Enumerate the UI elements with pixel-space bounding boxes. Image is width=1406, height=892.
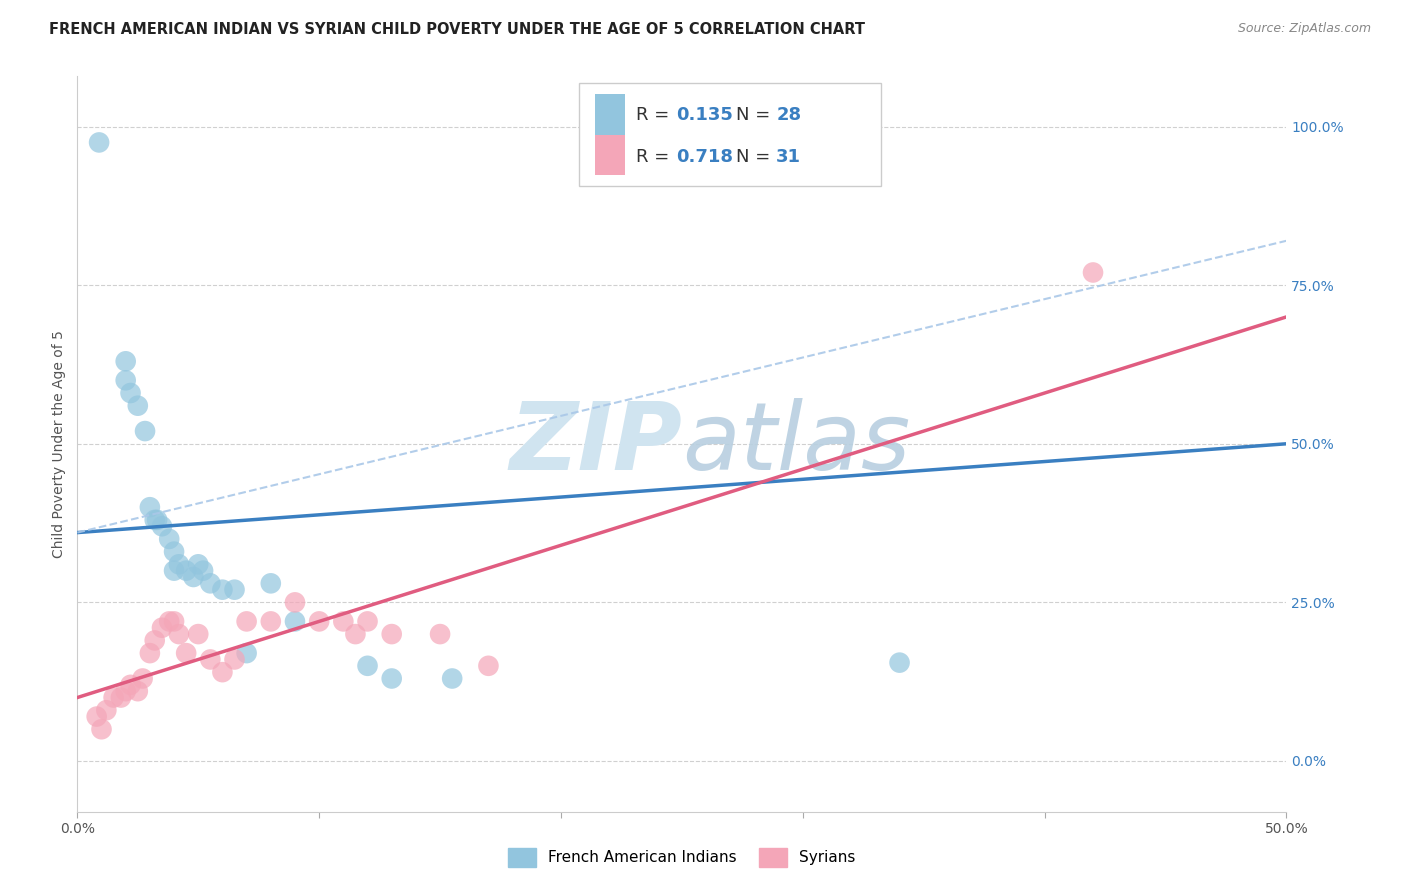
Point	[429, 627, 451, 641]
Point	[260, 576, 283, 591]
Point	[131, 672, 153, 686]
Point	[187, 627, 209, 641]
Legend: French American Indians, Syrians: French American Indians, Syrians	[508, 848, 856, 867]
Text: R =: R =	[636, 148, 675, 166]
Point	[167, 558, 190, 572]
Point	[157, 532, 180, 546]
FancyBboxPatch shape	[595, 135, 626, 175]
Point	[163, 564, 186, 578]
Y-axis label: Child Poverty Under the Age of 5: Child Poverty Under the Age of 5	[52, 330, 66, 558]
Point	[224, 582, 246, 597]
Point	[356, 615, 378, 629]
Text: Source: ZipAtlas.com: Source: ZipAtlas.com	[1237, 22, 1371, 36]
Point	[332, 615, 354, 629]
Point	[127, 399, 149, 413]
Point	[87, 136, 110, 150]
Point	[284, 615, 307, 629]
Point	[200, 576, 222, 591]
Point	[211, 665, 233, 680]
Point	[191, 564, 214, 578]
Point	[146, 513, 169, 527]
Text: FRENCH AMERICAN INDIAN VS SYRIAN CHILD POVERTY UNDER THE AGE OF 5 CORRELATION CH: FRENCH AMERICAN INDIAN VS SYRIAN CHILD P…	[49, 22, 865, 37]
FancyBboxPatch shape	[579, 83, 882, 186]
Text: 31: 31	[776, 148, 801, 166]
Text: 28: 28	[776, 106, 801, 124]
Point	[86, 709, 108, 723]
Point	[157, 615, 180, 629]
Point	[174, 564, 197, 578]
Point	[235, 646, 257, 660]
Point	[174, 646, 197, 660]
Point	[114, 684, 136, 698]
Point	[183, 570, 205, 584]
Point	[163, 615, 186, 629]
Point	[150, 519, 173, 533]
Point	[114, 373, 136, 387]
Point	[96, 703, 118, 717]
Point	[134, 424, 156, 438]
Point	[127, 684, 149, 698]
Point	[143, 633, 166, 648]
Text: atlas: atlas	[682, 398, 910, 490]
Point	[150, 621, 173, 635]
Point	[120, 678, 142, 692]
Point	[381, 672, 404, 686]
Point	[103, 690, 125, 705]
Point	[120, 386, 142, 401]
Text: 0.718: 0.718	[676, 148, 733, 166]
Point	[235, 615, 257, 629]
Point	[344, 627, 367, 641]
Point	[163, 544, 186, 558]
FancyBboxPatch shape	[595, 95, 626, 135]
Point	[200, 652, 222, 666]
Point	[356, 658, 378, 673]
Point	[139, 646, 162, 660]
Point	[211, 582, 233, 597]
Point	[187, 558, 209, 572]
Text: 0.135: 0.135	[676, 106, 733, 124]
Text: R =: R =	[636, 106, 675, 124]
Point	[381, 627, 404, 641]
Point	[224, 652, 246, 666]
Text: N =: N =	[737, 148, 776, 166]
Text: N =: N =	[737, 106, 776, 124]
Point	[889, 656, 911, 670]
Point	[167, 627, 190, 641]
Point	[308, 615, 330, 629]
Text: ZIP: ZIP	[509, 398, 682, 490]
Point	[139, 500, 162, 515]
Point	[143, 513, 166, 527]
Point	[114, 354, 136, 368]
Point	[1081, 265, 1104, 279]
Point	[260, 615, 283, 629]
Point	[284, 595, 307, 609]
Point	[441, 672, 464, 686]
Point	[477, 658, 499, 673]
Point	[110, 690, 132, 705]
Point	[90, 723, 112, 737]
